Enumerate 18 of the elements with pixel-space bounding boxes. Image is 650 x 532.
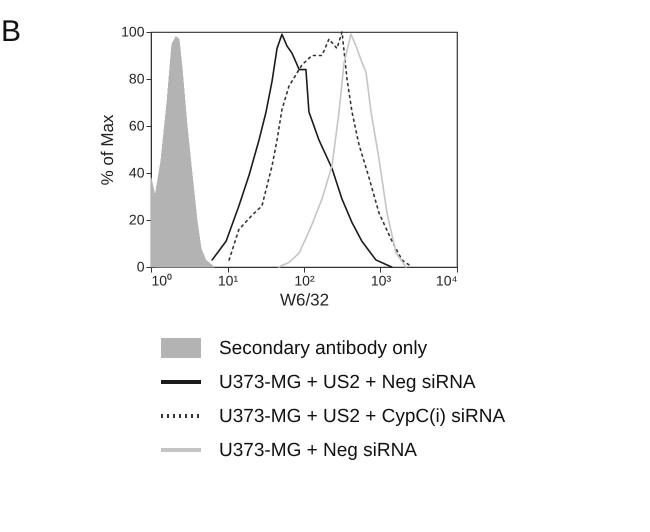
x-axis-title: W6/32 xyxy=(280,290,330,310)
y-tick-label: 80 xyxy=(128,70,145,86)
x-tick-label: 10¹ xyxy=(218,272,238,288)
legend-label: U373-MG + US2 + CypC(i) siRNA xyxy=(219,406,506,427)
y-tick-label: 20 xyxy=(128,212,145,228)
y-axis-title: % of Max xyxy=(98,114,118,186)
x-tick-label: 10³ xyxy=(370,272,392,288)
x-tick-label: 10⁰ xyxy=(152,272,172,288)
y-tick-label: 0 xyxy=(136,258,145,274)
x-tick-label: 10² xyxy=(294,272,315,288)
y-tick-label: 100 xyxy=(121,24,145,40)
text: B xyxy=(1,15,22,48)
y-tick-label: 60 xyxy=(128,118,145,134)
legend-label: U373-MG + US2 + Neg siRNA xyxy=(219,372,476,393)
y-tick-label: 40 xyxy=(128,164,145,180)
legend-label: Secondary antibody only xyxy=(219,338,428,359)
legend-label: U373-MG + Neg siRNA xyxy=(219,440,418,461)
x-tick-label: 10⁴ xyxy=(436,272,458,288)
